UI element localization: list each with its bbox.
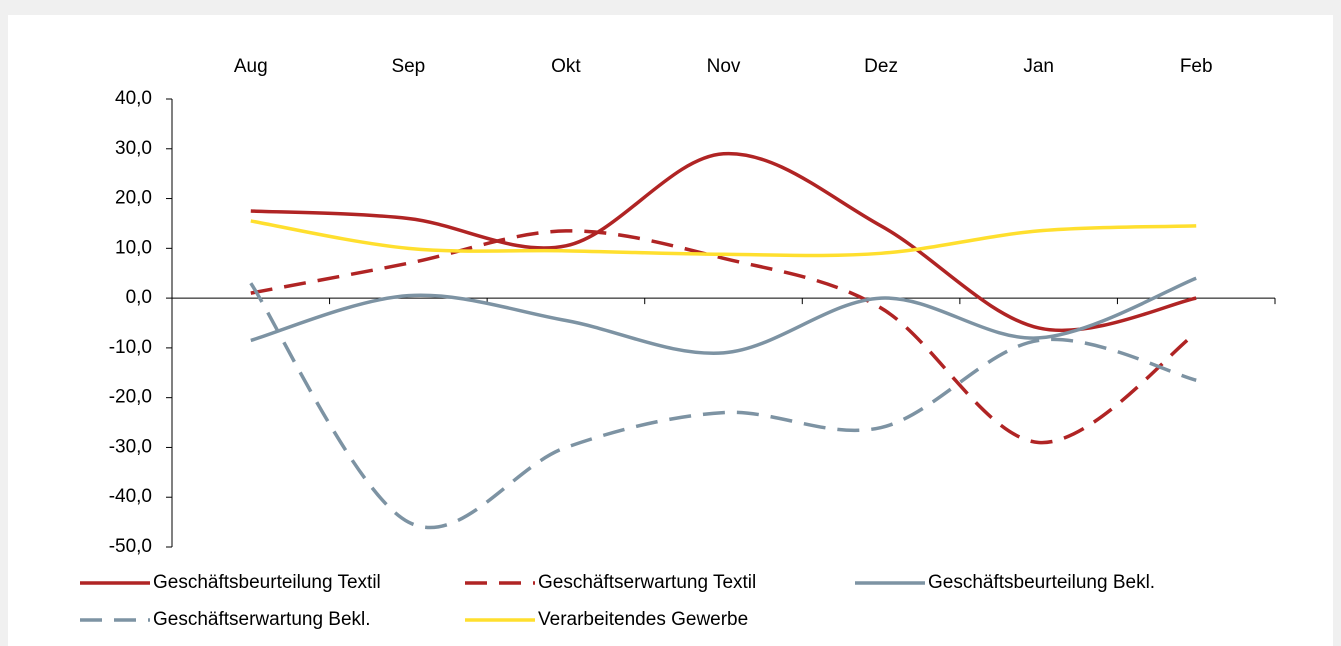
series-line (250, 219, 1197, 258)
series-line (250, 151, 1197, 333)
y-tick-label: 10,0 (115, 237, 152, 258)
x-tick-label: Dez (864, 56, 898, 77)
x-tick-label: Okt (551, 56, 581, 77)
legend-label: Geschäftserwartung Textil (538, 572, 756, 593)
y-tick-label: -30,0 (109, 436, 152, 457)
legend-label: Geschäftsbeurteilung Bekl. (928, 572, 1155, 593)
legend-label: Verarbeitendes Gewerbe (538, 609, 748, 630)
x-tick-label: Jan (1023, 56, 1054, 77)
x-tick-label: Feb (1180, 56, 1213, 77)
series-line (249, 282, 1197, 530)
legend-label: Geschäftserwartung Bekl. (153, 609, 371, 630)
y-tick-label: -10,0 (109, 337, 152, 358)
y-tick-label: 30,0 (115, 138, 152, 159)
x-tick-label: Sep (391, 56, 425, 77)
y-tick-label: -20,0 (109, 387, 152, 408)
y-tick-label: -50,0 (109, 536, 152, 557)
y-tick-label: 40,0 (115, 88, 152, 109)
x-tick-label: Aug (234, 56, 268, 77)
x-tick-label: Nov (707, 56, 741, 77)
legend-label: Geschäftsbeurteilung Textil (153, 572, 381, 593)
series-line (250, 276, 1197, 355)
series-line (250, 229, 1198, 445)
y-tick-label: 0,0 (126, 287, 152, 308)
y-tick-label: -40,0 (109, 486, 152, 507)
y-tick-label: 20,0 (115, 188, 152, 209)
panel (8, 15, 1333, 646)
